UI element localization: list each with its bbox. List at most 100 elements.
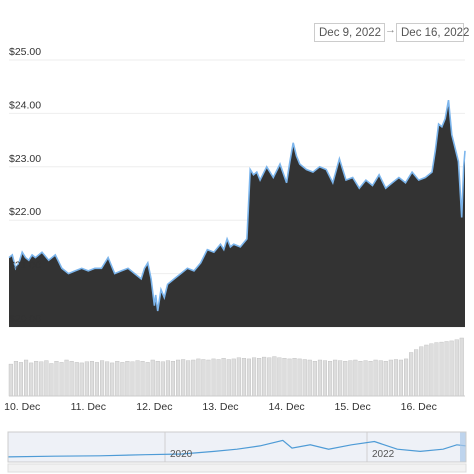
volume-bar xyxy=(155,361,160,397)
volume-bar xyxy=(307,359,312,397)
volume-bar xyxy=(89,361,94,397)
volume-bar xyxy=(414,349,419,397)
volume-bar xyxy=(302,359,307,397)
volume-bar xyxy=(186,360,191,397)
volume-bar xyxy=(251,357,257,397)
volume-bar xyxy=(328,361,333,397)
navigator-line xyxy=(7,439,467,458)
y-tick-label: $25.00 xyxy=(9,46,41,58)
volume-bar xyxy=(419,346,424,397)
volume-bar xyxy=(231,358,236,397)
volume-bar xyxy=(292,358,297,397)
navigator-tick-label: 2020 xyxy=(170,449,193,460)
volume-bar xyxy=(221,358,226,397)
volume-bar xyxy=(84,361,89,397)
volume-bar xyxy=(434,342,439,397)
volume-bar xyxy=(120,362,125,397)
navigator[interactable]: 2020 2022 xyxy=(7,431,467,473)
volume-bar xyxy=(424,344,429,397)
volume-bar xyxy=(236,357,241,397)
range-from-input[interactable]: Dec 9, 2022 xyxy=(314,23,385,42)
price-line xyxy=(8,99,466,312)
volume-bar xyxy=(404,358,409,397)
volume-bar xyxy=(409,352,414,397)
navigator-selection xyxy=(460,432,466,462)
volume-bar xyxy=(363,360,368,397)
volume-bars xyxy=(8,337,465,397)
navigator-tick-label: 2022 xyxy=(372,449,395,460)
x-tick-label: 12. Dec xyxy=(136,401,172,413)
volume-bar xyxy=(191,359,196,397)
volume-bar xyxy=(29,362,34,397)
volume-bar xyxy=(429,343,434,397)
volume-bar xyxy=(13,361,19,397)
volume-bar xyxy=(226,359,231,397)
volume-bar xyxy=(99,360,105,397)
volume-bar xyxy=(216,359,221,397)
volume-bar xyxy=(79,362,84,397)
volume-bar xyxy=(378,360,383,397)
volume-bar xyxy=(8,363,13,397)
volume-bar xyxy=(449,340,454,397)
x-tick-label: 14. Dec xyxy=(268,401,304,413)
volume-bar xyxy=(181,359,186,397)
volume-bar xyxy=(135,360,140,397)
volume-bar xyxy=(312,361,317,397)
volume-bar xyxy=(388,359,393,397)
volume-bar xyxy=(165,360,171,397)
volume-bar xyxy=(444,341,449,397)
navigator-outline xyxy=(7,431,467,463)
volume-bar xyxy=(140,361,145,397)
volume-bar xyxy=(297,358,302,397)
volume-bar xyxy=(59,362,64,397)
volume-bar xyxy=(145,362,150,397)
volume-bar xyxy=(18,362,24,397)
volume-bar xyxy=(105,361,110,397)
volume-bar xyxy=(160,361,165,397)
volume-bar xyxy=(44,360,49,397)
volume-bar xyxy=(343,361,348,397)
volume-bar xyxy=(196,358,201,397)
volume-bar xyxy=(175,359,181,397)
navigator-scrollbar xyxy=(7,463,467,473)
y-tick-label: $21.00 xyxy=(9,260,41,272)
volume-bar xyxy=(277,357,282,397)
y-tick-label: $22.00 xyxy=(9,206,41,218)
price-area xyxy=(8,99,466,327)
volume-bar xyxy=(398,359,404,397)
volume-bar xyxy=(439,341,444,397)
volume-bar xyxy=(150,359,155,397)
volume-bar xyxy=(272,356,277,397)
volume-bar xyxy=(130,361,135,397)
x-tick-label: 13. Dec xyxy=(202,401,238,413)
y-axis-labels: $20.00 $21.00 $22.00 $23.00 $24.00 $25.00 xyxy=(9,46,41,325)
y-tick-label: $23.00 xyxy=(9,153,41,165)
range-to-input[interactable]: Dec 16, 2022 xyxy=(396,23,469,42)
volume-bar xyxy=(262,356,267,397)
volume-bar xyxy=(115,361,120,397)
volume-bar xyxy=(338,360,343,397)
volume-bar xyxy=(74,362,79,397)
x-tick-label: 16. Dec xyxy=(401,401,437,413)
volume-bar xyxy=(353,359,358,397)
volume-bar xyxy=(49,363,54,397)
volume-bar xyxy=(322,360,328,397)
volume-bar xyxy=(454,339,459,397)
x-tick-label: 10. Dec xyxy=(4,401,40,413)
volume-bar xyxy=(110,362,115,397)
volume-bar xyxy=(24,359,29,397)
volume-bar xyxy=(267,357,272,397)
x-tick-label: 11. Dec xyxy=(71,401,106,413)
volume-bar xyxy=(241,358,247,397)
x-axis-labels: 10. Dec 11. Dec 12. Dec 13. Dec 14. Dec 15. D… xyxy=(4,401,437,413)
volume-bar xyxy=(94,362,99,397)
volume-bar xyxy=(373,359,378,397)
volume-bar xyxy=(459,337,464,397)
volume-bar xyxy=(125,361,130,397)
volume-bar xyxy=(393,359,399,397)
volume-bar xyxy=(333,359,338,397)
volume-bar xyxy=(39,361,44,397)
volume-bar xyxy=(257,358,262,397)
volume-bar xyxy=(69,361,74,397)
